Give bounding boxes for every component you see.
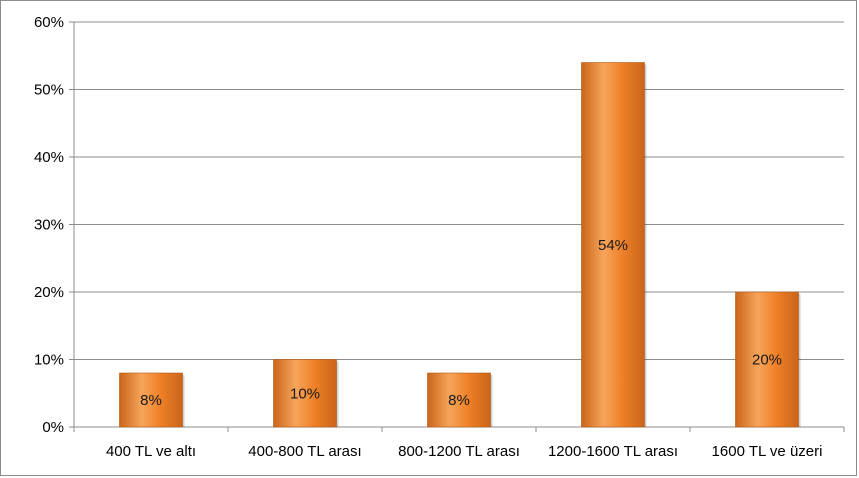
- x-category-label: 1600 TL ve üzeri: [712, 443, 823, 460]
- bar-data-label: 8%: [140, 392, 162, 409]
- x-category-label: 400-800 TL arası: [248, 443, 361, 460]
- x-category-label: 800-1200 TL arası: [398, 443, 520, 460]
- y-tick-label: 0%: [42, 419, 64, 436]
- y-tick-label: 10%: [34, 352, 64, 369]
- bar: [427, 372, 491, 428]
- x-category-label: 1200-1600 TL arası: [548, 443, 678, 460]
- axes: [73, 22, 845, 432]
- bar-group: 8%: [427, 372, 493, 428]
- y-tick-label: 30%: [34, 217, 64, 234]
- bar-group: 10%: [273, 359, 339, 428]
- x-axis-category-labels: 400 TL ve altı 400-800 TL arası 800-1200 T…: [106, 443, 822, 460]
- bar: [273, 359, 337, 428]
- y-axis-tick-labels: 0% 10% 20% 30% 40% 50% 60%: [34, 14, 64, 436]
- bars: 8% 10% 8% 54% 20%: [119, 62, 801, 428]
- bar-data-label: 54%: [598, 237, 628, 254]
- bar-data-label: 10%: [290, 385, 320, 402]
- bar: [735, 291, 799, 428]
- x-category-label: 400 TL ve altı: [106, 443, 196, 460]
- bar: [119, 372, 183, 428]
- y-tick-label: 60%: [34, 14, 64, 31]
- y-tick-label: 50%: [34, 82, 64, 99]
- bar: [581, 62, 645, 428]
- bar-data-label: 20%: [752, 352, 782, 369]
- gridlines: [69, 21, 844, 428]
- y-tick-label: 20%: [34, 284, 64, 301]
- y-tick-label: 40%: [34, 149, 64, 166]
- bar-group: 20%: [735, 291, 801, 428]
- bar-group: 8%: [119, 372, 185, 428]
- bar-data-label: 8%: [448, 392, 470, 409]
- bar-group: 54%: [581, 62, 647, 428]
